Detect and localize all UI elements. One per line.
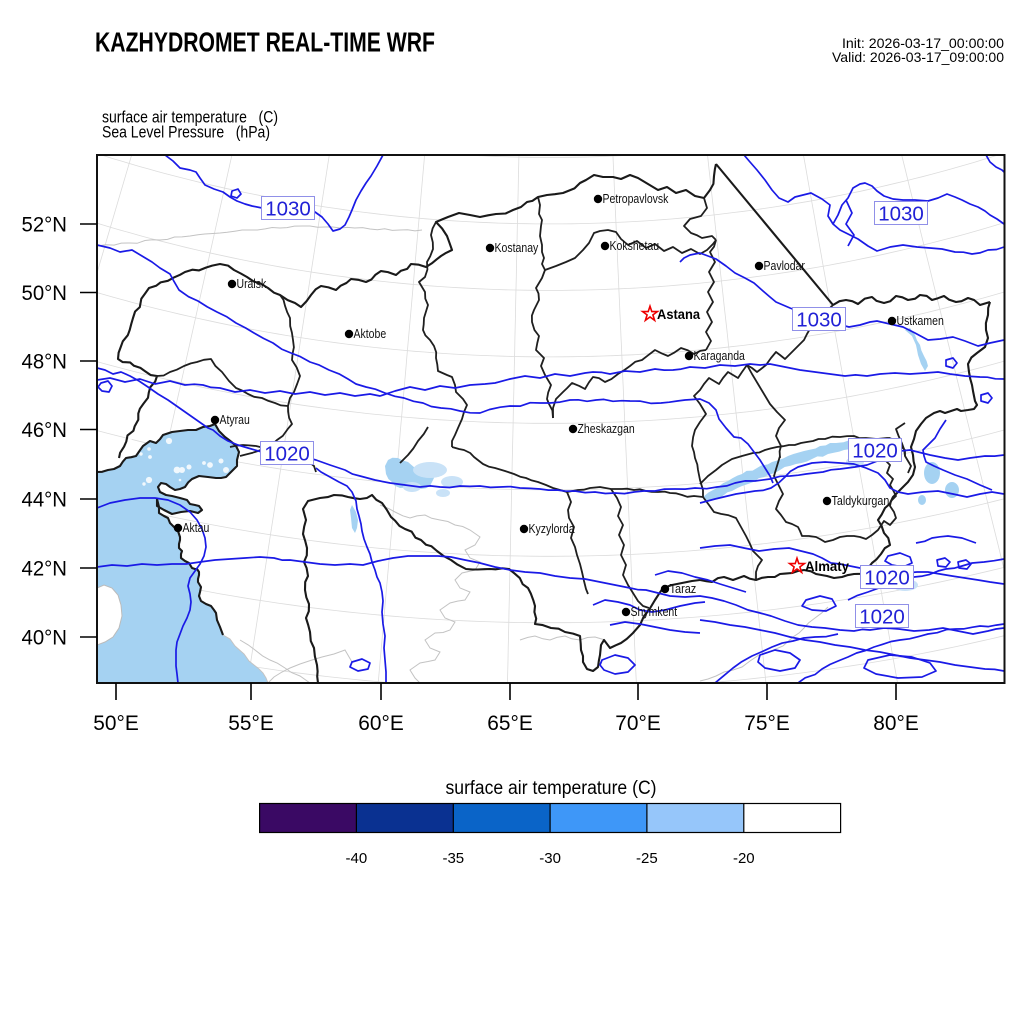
svg-text:Init: 2026-03-17_00:00:00: Init: 2026-03-17_00:00:00 [842, 35, 1004, 51]
svg-text:Pavlodar: Pavlodar [764, 259, 805, 273]
svg-text:surface air temperature (C): surface air temperature (C) [446, 778, 657, 799]
svg-text:-30: -30 [539, 850, 561, 867]
svg-text:-20: -20 [733, 850, 755, 867]
svg-text:1020: 1020 [859, 605, 905, 628]
svg-text:Almaty: Almaty [805, 559, 849, 574]
svg-text:Valid: 2026-03-17_09:00:00: Valid: 2026-03-17_09:00:00 [832, 49, 1004, 65]
svg-text:55°E: 55°E [228, 711, 274, 735]
svg-text:44°N: 44°N [22, 487, 68, 511]
svg-text:Taldykurgan: Taldykurgan [832, 494, 890, 508]
svg-text:-35: -35 [442, 850, 464, 867]
svg-text:Kostanay: Kostanay [495, 241, 539, 255]
svg-text:Atyrau: Atyrau [220, 413, 250, 427]
svg-text:1020: 1020 [852, 439, 898, 462]
svg-text:Zheskazgan: Zheskazgan [578, 422, 635, 436]
svg-text:-25: -25 [636, 850, 658, 867]
svg-text:46°N: 46°N [22, 418, 68, 442]
svg-text:65°E: 65°E [487, 711, 533, 735]
svg-text:Uralsk: Uralsk [237, 277, 267, 291]
svg-text:KAZHYDROMET REAL-TIME WRF: KAZHYDROMET REAL-TIME WRF [95, 27, 435, 58]
svg-text:1020: 1020 [264, 442, 310, 465]
svg-text:60°E: 60°E [358, 711, 404, 735]
svg-text:Aktau: Aktau [183, 521, 210, 535]
svg-text:50°E: 50°E [93, 711, 139, 735]
svg-text:Aktobe: Aktobe [354, 327, 387, 341]
svg-text:Sea Level Pressure (hPa): Sea Level Pressure (hPa) [102, 124, 270, 142]
svg-text:1030: 1030 [878, 202, 924, 225]
svg-text:Taraz: Taraz [670, 582, 697, 596]
svg-text:80°E: 80°E [873, 711, 919, 735]
svg-text:75°E: 75°E [744, 711, 790, 735]
svg-text:40°N: 40°N [22, 625, 68, 649]
svg-text:Kokshetau: Kokshetau [610, 239, 660, 253]
svg-text:surface air temperature (C): surface air temperature (C) [102, 109, 278, 127]
svg-text:Ustkamen: Ustkamen [897, 314, 944, 328]
svg-text:Karaganda: Karaganda [694, 349, 745, 363]
svg-text:-40: -40 [346, 850, 368, 867]
svg-text:1020: 1020 [864, 566, 910, 589]
svg-text:42°N: 42°N [22, 556, 68, 580]
svg-text:Shymkent: Shymkent [631, 605, 678, 619]
svg-text:Petropavlovsk: Petropavlovsk [603, 192, 670, 206]
svg-text:1030: 1030 [796, 308, 842, 331]
svg-text:Kyzylorda: Kyzylorda [529, 522, 575, 536]
svg-text:52°N: 52°N [22, 212, 68, 236]
svg-text:Astana: Astana [657, 307, 700, 322]
svg-text:1030: 1030 [265, 197, 311, 220]
svg-text:48°N: 48°N [22, 349, 68, 373]
svg-text:50°N: 50°N [22, 281, 68, 305]
svg-text:70°E: 70°E [615, 711, 661, 735]
